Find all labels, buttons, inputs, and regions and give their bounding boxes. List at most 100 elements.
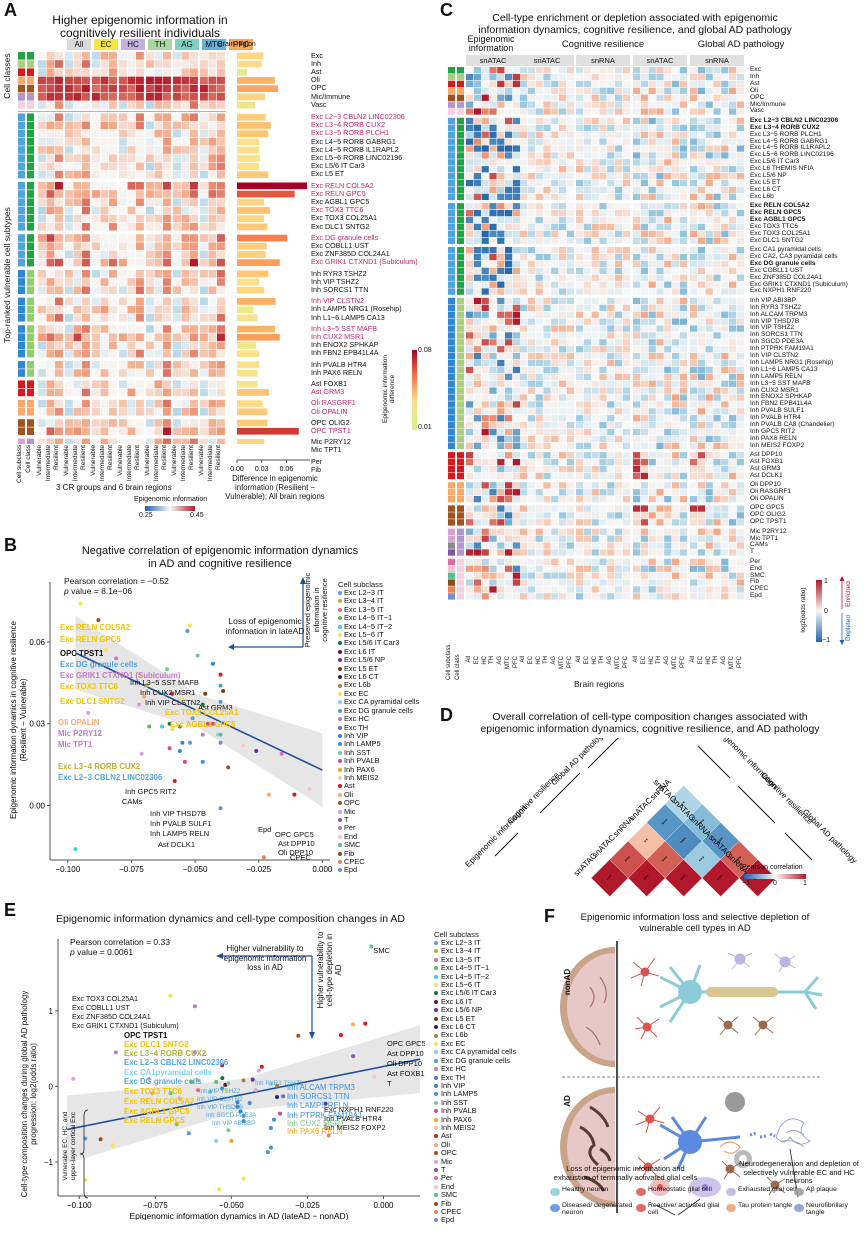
panel-a-title: Higher epigenomic information in cogniti… [52,13,228,40]
cell-class-swatch [457,472,464,480]
heatmap-cell [736,131,744,138]
cell-subclass-swatch [18,305,25,314]
row-label: Exc DLC1 SNTG2 [750,236,804,244]
significance-stars: *** [661,855,671,865]
heatmap-cell [46,190,55,198]
heatmap-cell [679,339,687,346]
heatmap-cell [599,101,607,108]
heatmap-cell [497,304,505,311]
heatmap-cell [208,250,217,259]
heatmap-cell [527,408,535,415]
heatmap-cell [690,173,698,180]
row-label: Fib [750,578,760,586]
heatmap-cell [38,162,46,171]
arrow-up-head [300,577,306,584]
heatmap-cell [622,101,630,108]
heatmap-cell [591,428,599,436]
heatmap-cell [535,159,543,166]
heatmap-cell [690,572,698,579]
heatmap-cell [607,332,615,339]
heatmap-cell [481,87,489,94]
heatmap-cell [656,401,664,408]
heatmap-cell [146,341,154,350]
heatmap-cell [109,162,117,171]
heatmap-cell [679,318,687,325]
heatmap-cell [633,311,641,318]
heatmap-cell [615,459,623,466]
heatmap-cell [713,346,721,353]
heatmap-cell [535,366,543,374]
heatmap-cell [173,93,181,101]
heatmap-cell [55,341,63,350]
heatmap-cell [705,260,713,268]
heatmap-cell [576,565,584,572]
heatmap-cell [46,388,55,397]
heatmap-cell [73,438,82,444]
region-label: EC [641,656,649,678]
heatmap-cell [489,325,497,332]
heatmap-cell [38,154,46,162]
cell-subclass-swatch [448,179,455,187]
heatmap-cell [163,349,171,358]
heatmap-cell [566,173,574,180]
heatmap-cell [713,267,721,274]
heatmap-cell [633,237,641,244]
heatmap-cell [535,593,543,600]
heatmap-cell [648,230,656,237]
region-label-text: All [520,656,526,663]
heatmap-cell [736,528,744,535]
legend-label: Exc L5/6 IT Car3 [441,988,497,998]
heatmap-cell [583,366,591,374]
heatmap-cell [615,442,623,449]
heatmap-cell [82,146,90,154]
heatmap-cell [190,214,198,223]
heatmap-cell [520,359,528,367]
heatmap-cell [633,465,641,473]
heatmap-cell [119,270,127,278]
heatmap-cell [705,297,713,305]
heatmap-cell [505,512,513,519]
heatmap-cell [697,380,705,387]
heatmap-cell [729,558,737,565]
heatmap-cell [481,442,489,449]
heatmap-cell [73,52,82,60]
point-label: Exc L3−4 RORB CUX2 [124,1049,207,1058]
heatmap-cell [576,173,584,180]
heatmap-cell [697,387,705,394]
heatmap-cell [217,93,225,101]
heatmap-cell [473,67,481,74]
heatmap-cell [520,565,528,572]
heatmap-cell [520,346,528,353]
point-label: Inh CUX2 MSR1 [140,688,195,697]
heatmap-cell [633,101,641,108]
heatmap-cell [591,505,599,512]
heatmap-cell [729,549,737,556]
heatmap-cell [65,101,73,109]
ad-row-label: AD [563,1095,572,1107]
heatmap-cell [679,353,687,360]
homeostatic-glia-icon [636,1188,646,1196]
heatmap-cell [46,223,55,231]
heatmap-cell [154,270,163,278]
heatmap-cell [73,297,82,306]
legend-label: Inh VIP [344,730,369,740]
heatmap-cell [163,258,171,267]
point-label: Inh L3−5 SST MAFB [130,678,199,687]
heatmap-cell [55,113,63,121]
row-label: SMC [750,571,765,579]
heatmap-cell [736,586,744,593]
cell-class-swatch [457,152,464,159]
heatmap-cell [505,117,513,125]
heatmap-cell [217,361,225,369]
point-label: Inh SGCD PDE3A [206,1112,257,1119]
heatmap-cell [633,428,641,436]
difference-bar [237,325,275,333]
cell-class-swatch [27,408,34,416]
heatmap-cell [599,579,607,586]
cell-subclass-swatch [448,394,455,401]
cell-class-swatch [457,247,464,254]
heatmap-cell [154,369,163,377]
heatmap-cell [599,87,607,94]
heatmap-cell [527,101,535,108]
heatmap-cell [559,281,567,288]
